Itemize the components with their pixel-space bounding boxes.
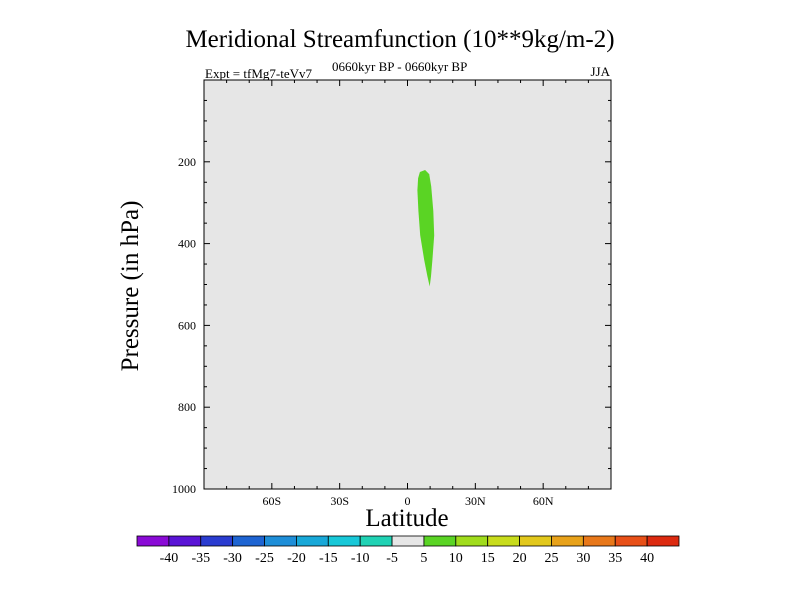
colorbar-label: -40: [160, 551, 179, 566]
colorbar-label: 25: [545, 551, 559, 566]
plot-background: [204, 80, 611, 489]
colorbar-swatch: [551, 535, 584, 547]
y-tick-label: 200: [178, 155, 196, 169]
colorbar-label: 20: [513, 551, 527, 566]
colorbar-swatch: [391, 535, 425, 547]
colorbar-label: -5: [386, 551, 398, 566]
colorbar-label: -20: [287, 551, 306, 566]
colorbar-label: 30: [576, 551, 590, 566]
x-tick-label: 60N: [533, 494, 554, 508]
chart-title: Meridional Streamfunction (10**9kg/m-2): [185, 26, 615, 53]
colorbar-label: -35: [191, 551, 210, 566]
x-tick-label: 30N: [465, 494, 486, 508]
colorbar-label: -15: [319, 551, 338, 566]
colorbar-swatch: [455, 535, 489, 547]
colorbar-label: 5: [420, 551, 427, 566]
time-range-label: 0660kyr BP - 0660kyr BP: [332, 59, 468, 74]
colorbar-swatch: [327, 535, 361, 547]
colorbar-swatch: [519, 535, 552, 547]
y-tick-label: 800: [178, 400, 196, 414]
x-tick-label: 60S: [262, 494, 281, 508]
colorbar-swatch: [168, 535, 202, 547]
colorbar-swatch: [487, 535, 520, 547]
colorbar-label: -30: [223, 551, 242, 566]
x-tick-label: 0: [405, 494, 411, 508]
colorbar-swatch: [614, 535, 648, 547]
colorbar-label: 10: [449, 551, 463, 566]
colorbar-swatch: [646, 535, 680, 547]
colorbar-label: 15: [481, 551, 495, 566]
y-tick-label: 400: [178, 237, 196, 251]
colorbar-swatch: [200, 535, 234, 547]
y-tick-label: 600: [178, 318, 196, 332]
shaded-region-0: [417, 170, 435, 287]
colorbar-swatch: [232, 535, 265, 547]
colorbar-label: -10: [351, 551, 370, 566]
colorbar-swatch: [582, 535, 616, 547]
colorbar-swatch: [136, 535, 170, 547]
colorbar-label: 35: [608, 551, 622, 566]
colorbar-label: -25: [255, 551, 274, 566]
colorbar-label: 40: [640, 551, 654, 566]
x-tick-label: 30S: [330, 494, 349, 508]
colorbar-swatch: [423, 535, 457, 547]
y-tick-label: 1000: [172, 482, 196, 496]
x-axis-label: Latitude: [365, 505, 449, 532]
experiment-label: Expt = tfMg7-teVv7: [205, 66, 312, 81]
colorbar-swatch: [296, 535, 329, 547]
colorbar-swatch: [264, 535, 297, 547]
season-label: JJA: [590, 64, 610, 79]
colorbar-swatch: [359, 535, 393, 547]
